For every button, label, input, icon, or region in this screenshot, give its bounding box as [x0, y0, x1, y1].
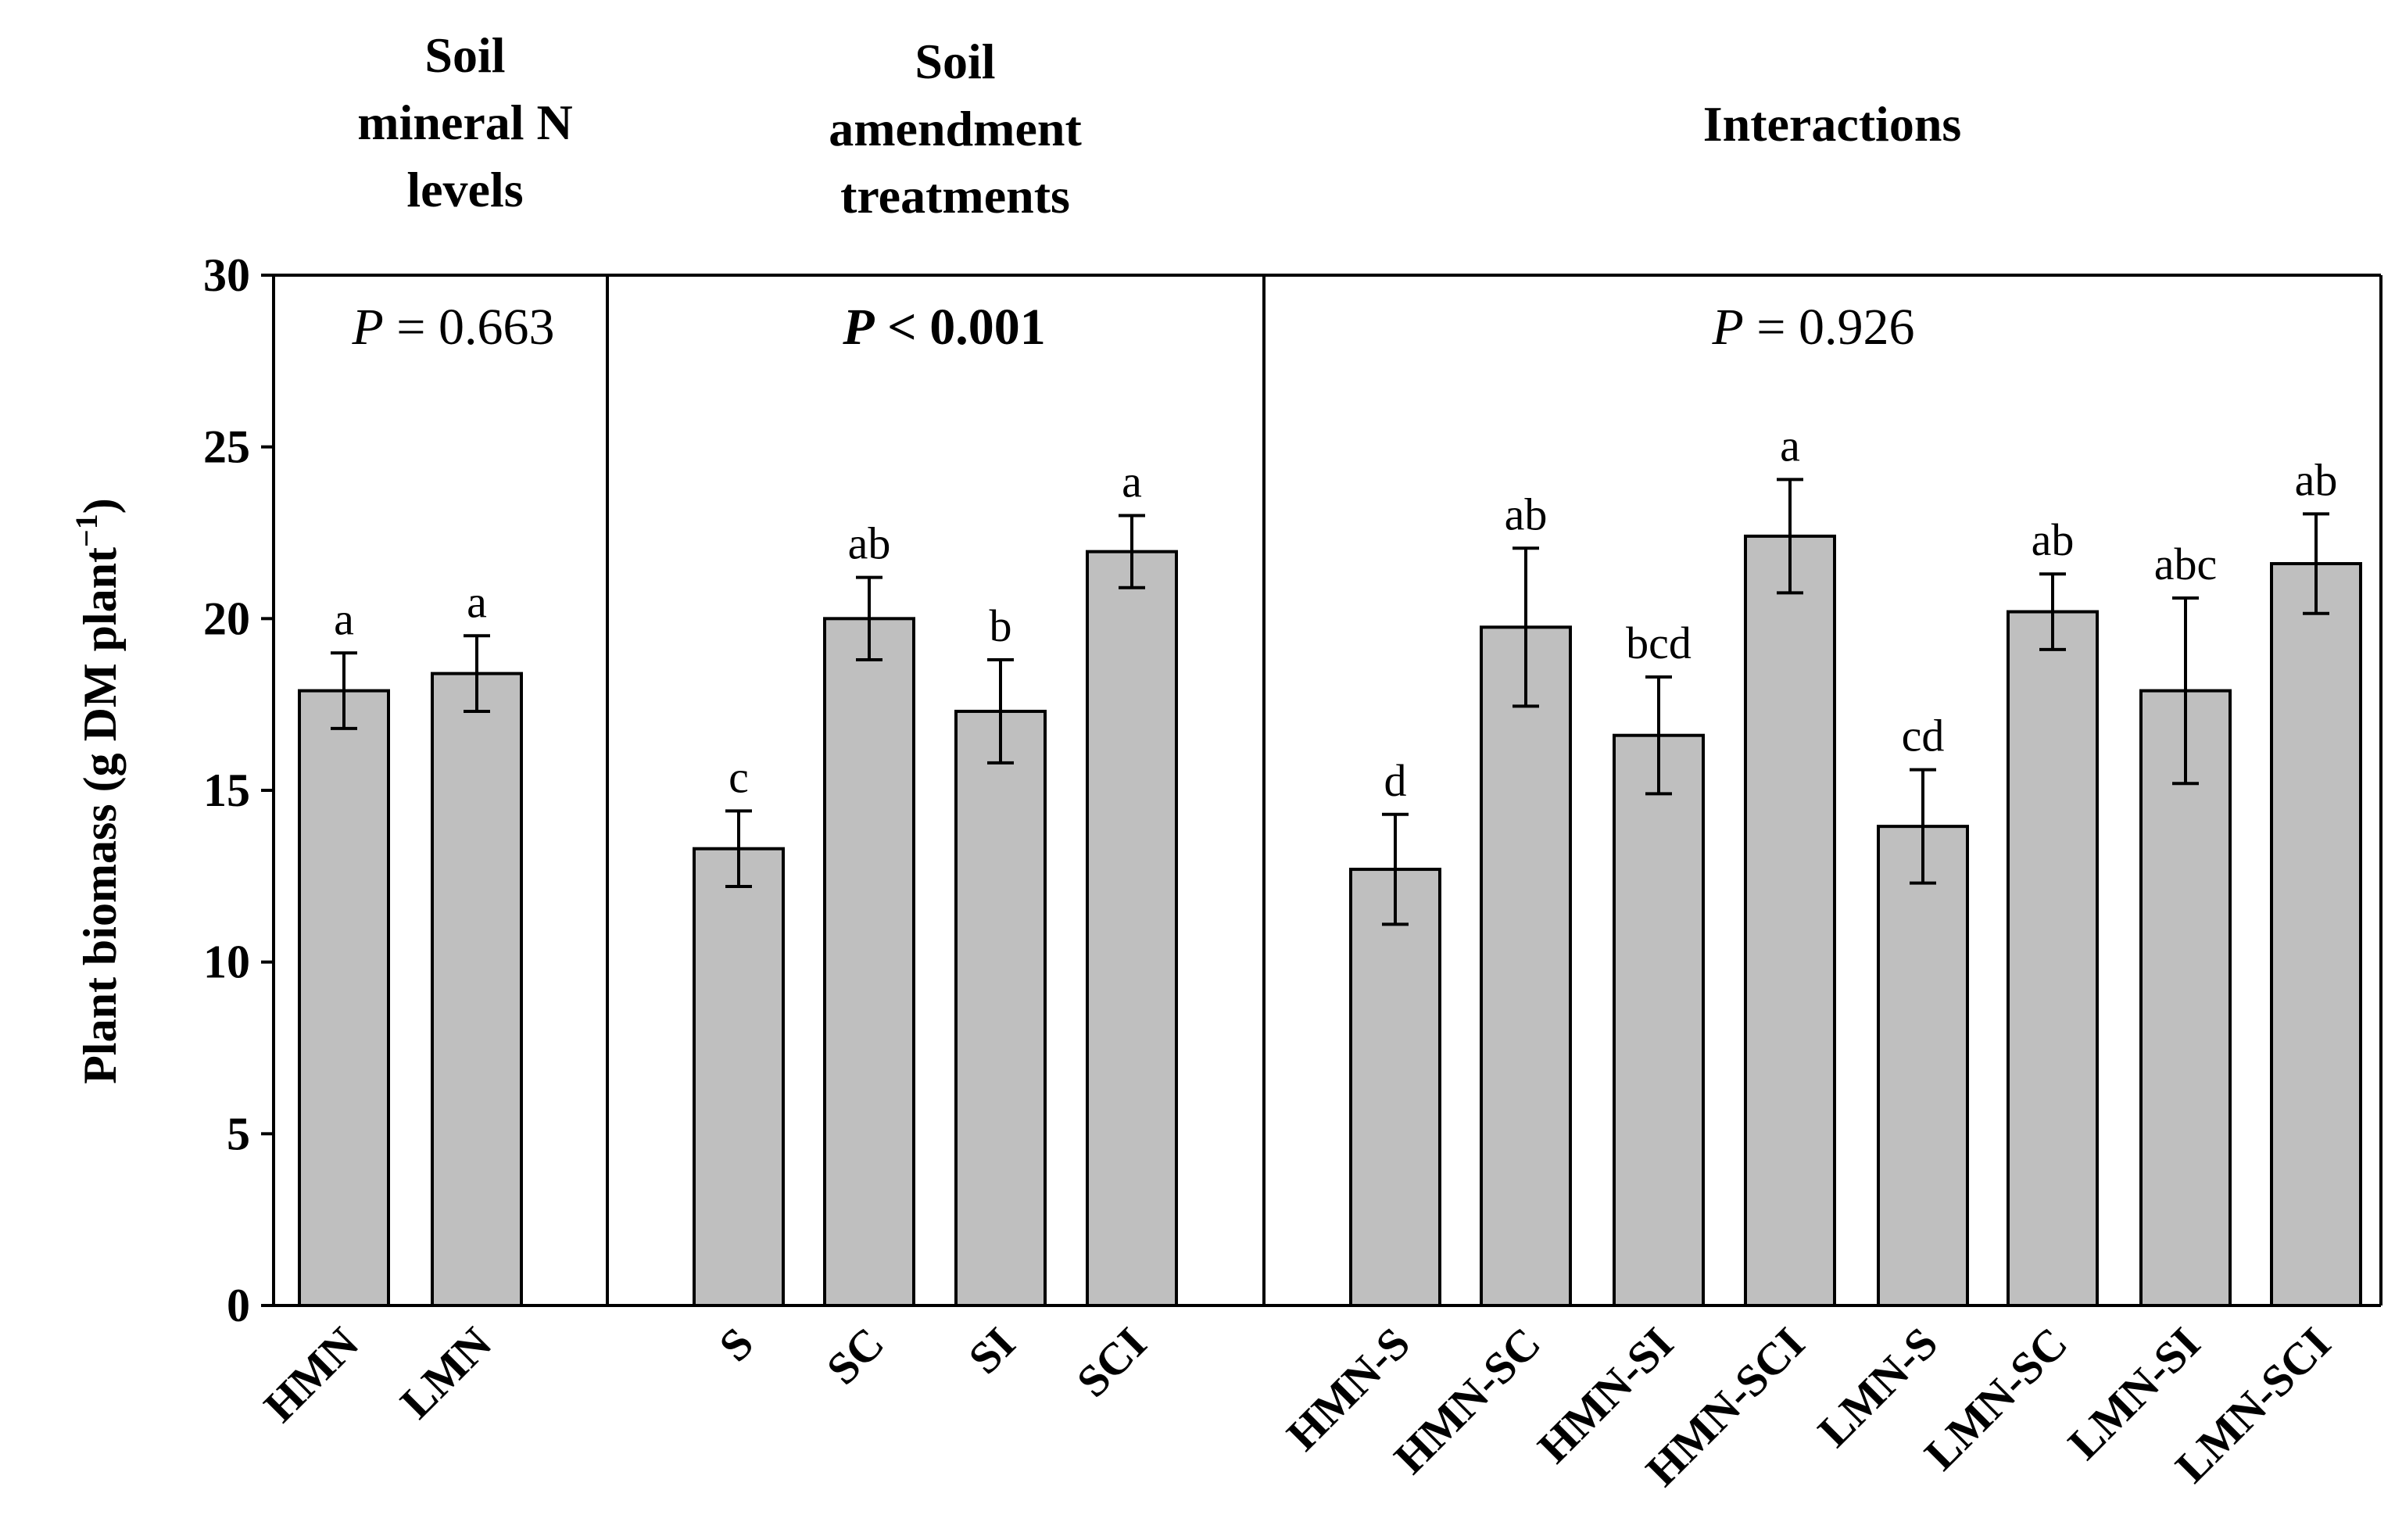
- significance-letter: ab: [2032, 514, 2075, 565]
- y-tick-label: 10: [203, 937, 250, 988]
- significance-letter: a: [334, 593, 354, 644]
- bar: [823, 617, 915, 1307]
- x-tick-label: SI: [958, 1317, 1025, 1384]
- chart-text: 0 5 10 15 20 25 30 Plant biomass (g DM plant−1)…: [69, 27, 2340, 1495]
- bar: [1877, 825, 1969, 1307]
- bar: [2270, 562, 2362, 1307]
- bar: [1613, 733, 1705, 1307]
- y-tick-label: 15: [203, 765, 250, 816]
- significance-letter: d: [1384, 755, 1407, 806]
- panel-header: levels: [406, 162, 523, 217]
- bar: [954, 709, 1047, 1307]
- significance-letter: bcd: [1626, 618, 1692, 668]
- significance-letter: b: [990, 600, 1012, 651]
- x-tick-label: HMN: [254, 1317, 368, 1431]
- x-tick-label: LMN: [391, 1317, 502, 1428]
- panel-header: Interactions: [1703, 96, 1962, 152]
- bar: [1349, 868, 1441, 1307]
- y-tick-label: 0: [227, 1280, 250, 1331]
- panel-header: treatments: [840, 168, 1070, 224]
- bar: [1480, 625, 1572, 1307]
- bar: [431, 672, 523, 1307]
- p-value-label: P < 0.001: [842, 299, 1045, 356]
- y-tick-label: 30: [203, 249, 250, 301]
- significance-letter: abc: [2154, 539, 2218, 589]
- bars: [298, 478, 2362, 1307]
- bar: [298, 689, 390, 1307]
- chart-frame: [261, 274, 2382, 1307]
- y-tick-label: 5: [227, 1108, 250, 1159]
- y-tick-label: 25: [203, 421, 250, 473]
- y-tick-label: 20: [203, 593, 250, 644]
- significance-letter: cd: [1902, 711, 1945, 761]
- panel-header: Soil: [915, 34, 995, 89]
- panel-header: amendment: [829, 101, 1082, 156]
- x-tick-label: LMN-SC: [1914, 1317, 2077, 1480]
- significance-letter: a: [1780, 420, 1800, 471]
- significance-letter: ab: [848, 518, 891, 569]
- p-value-label: P = 0.926: [1711, 299, 1914, 356]
- x-tick-label: S: [709, 1317, 763, 1371]
- significance-letter: a: [467, 576, 487, 627]
- panel-header: Soil: [424, 27, 505, 83]
- x-tick-label: HMN-SC: [1384, 1317, 1550, 1483]
- p-value-label: P = 0.663: [351, 299, 554, 356]
- significance-letter: ab: [2295, 454, 2338, 505]
- bar: [2007, 610, 2099, 1307]
- bar: [1744, 534, 1836, 1307]
- bar: [1086, 550, 1178, 1307]
- panel-header: mineral N: [357, 95, 573, 150]
- x-tick-label: SC: [817, 1317, 893, 1394]
- x-tick-label: SCI: [1067, 1317, 1156, 1406]
- significance-letter: a: [1122, 457, 1142, 507]
- significance-letter: ab: [1505, 489, 1548, 539]
- bar: [2139, 689, 2232, 1307]
- bar: [693, 847, 785, 1307]
- y-axis-title: Plant biomass (g DM plant−1): [69, 498, 126, 1084]
- significance-letter: c: [729, 751, 749, 802]
